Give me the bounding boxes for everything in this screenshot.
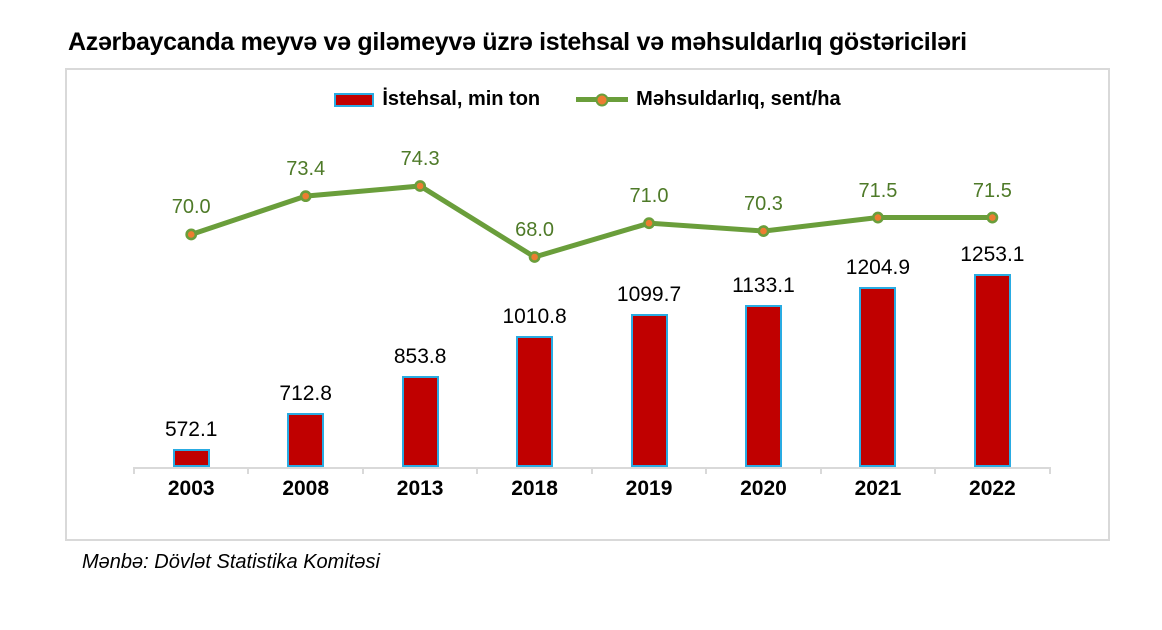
line-value-label: 71.5 (858, 179, 898, 202)
x-axis-tick (247, 467, 250, 474)
x-axis-tick (705, 467, 708, 474)
legend-label-production: İstehsal, min ton (382, 88, 541, 110)
legend: İstehsal, min ton Məhsuldarlıq, sent/ha (67, 88, 1108, 111)
bar-value-label: 853.8 (393, 345, 447, 369)
x-axis-tick-label: 2003 (167, 477, 215, 500)
bar-series-swatch (334, 92, 375, 107)
bar (287, 412, 325, 467)
bar-value-label: 572.1 (164, 417, 218, 441)
chart-frame: İstehsal, min ton Məhsuldarlıq, sent/ha … (65, 68, 1110, 541)
line-marker (299, 190, 312, 203)
x-axis-tick-label: 2022 (969, 477, 1016, 500)
line-value-label: 74.3 (400, 147, 440, 170)
line-marker (872, 211, 884, 224)
line-marker (414, 180, 427, 192)
x-axis-tick-label: 2018 (511, 477, 558, 500)
source-note: Mənbə: Dövlət Statistika Komitəsi (82, 551, 380, 573)
bar-value-label: 1133.1 (732, 274, 795, 298)
line-value-label: 71.0 (629, 185, 669, 208)
legend-item-yield: Məhsuldarlıq, sent/ha (576, 88, 841, 111)
bar (401, 376, 439, 467)
line-series-swatch (576, 93, 629, 106)
x-axis-tick-label: 2021 (854, 477, 902, 500)
x-axis-tick (1048, 467, 1051, 474)
x-axis-tick-label: 2013 (396, 477, 444, 500)
line-marker (185, 228, 198, 241)
line-marker (528, 251, 541, 263)
x-axis-tick-label: 2019 (625, 477, 673, 500)
x-axis-tick-label: 2008 (282, 477, 330, 500)
bar-value-label: 1099.7 (616, 282, 682, 306)
x-axis-tick (819, 467, 822, 474)
x-axis-tick (476, 467, 479, 474)
legend-label-yield: Məhsuldarlıq, sent/ha (636, 88, 841, 110)
line-value-label: 73.4 (286, 158, 326, 181)
bar (516, 336, 554, 467)
bar-value-label: 712.8 (279, 381, 332, 405)
bar-value-label: 1204.9 (845, 255, 911, 279)
bar-value-label: 1253.1 (960, 243, 1025, 267)
line-value-label: 71.5 (972, 179, 1012, 202)
line-series (185, 180, 999, 263)
line-marker (643, 217, 655, 230)
chart-title: Azərbaycanda meyvə və giləmeyvə üzrə ist… (68, 28, 967, 56)
x-axis-tick (934, 467, 937, 474)
bar (630, 313, 668, 467)
bar (973, 274, 1011, 467)
bar-value-label: 1010.8 (502, 305, 567, 329)
x-axis-tick (590, 467, 593, 474)
bar (744, 305, 782, 467)
legend-item-production: İstehsal, min ton (334, 88, 540, 111)
line-value-label: 68.0 (515, 219, 555, 241)
line-path (190, 183, 993, 260)
x-axis-tick (133, 467, 135, 474)
line-marker-icon (595, 93, 609, 106)
line-value-label: 70.3 (744, 193, 783, 216)
plot-area: 572.1 2003 712.8 2008 853.8 2013 1010.8 2018 109… (67, 70, 1108, 539)
bar (859, 286, 897, 467)
bar (172, 448, 210, 467)
line-marker (757, 225, 770, 237)
x-axis-tick (361, 467, 364, 474)
line-marker (986, 211, 999, 224)
x-axis-tick-label: 2020 (740, 477, 787, 500)
line-value-label: 70.0 (171, 196, 211, 219)
